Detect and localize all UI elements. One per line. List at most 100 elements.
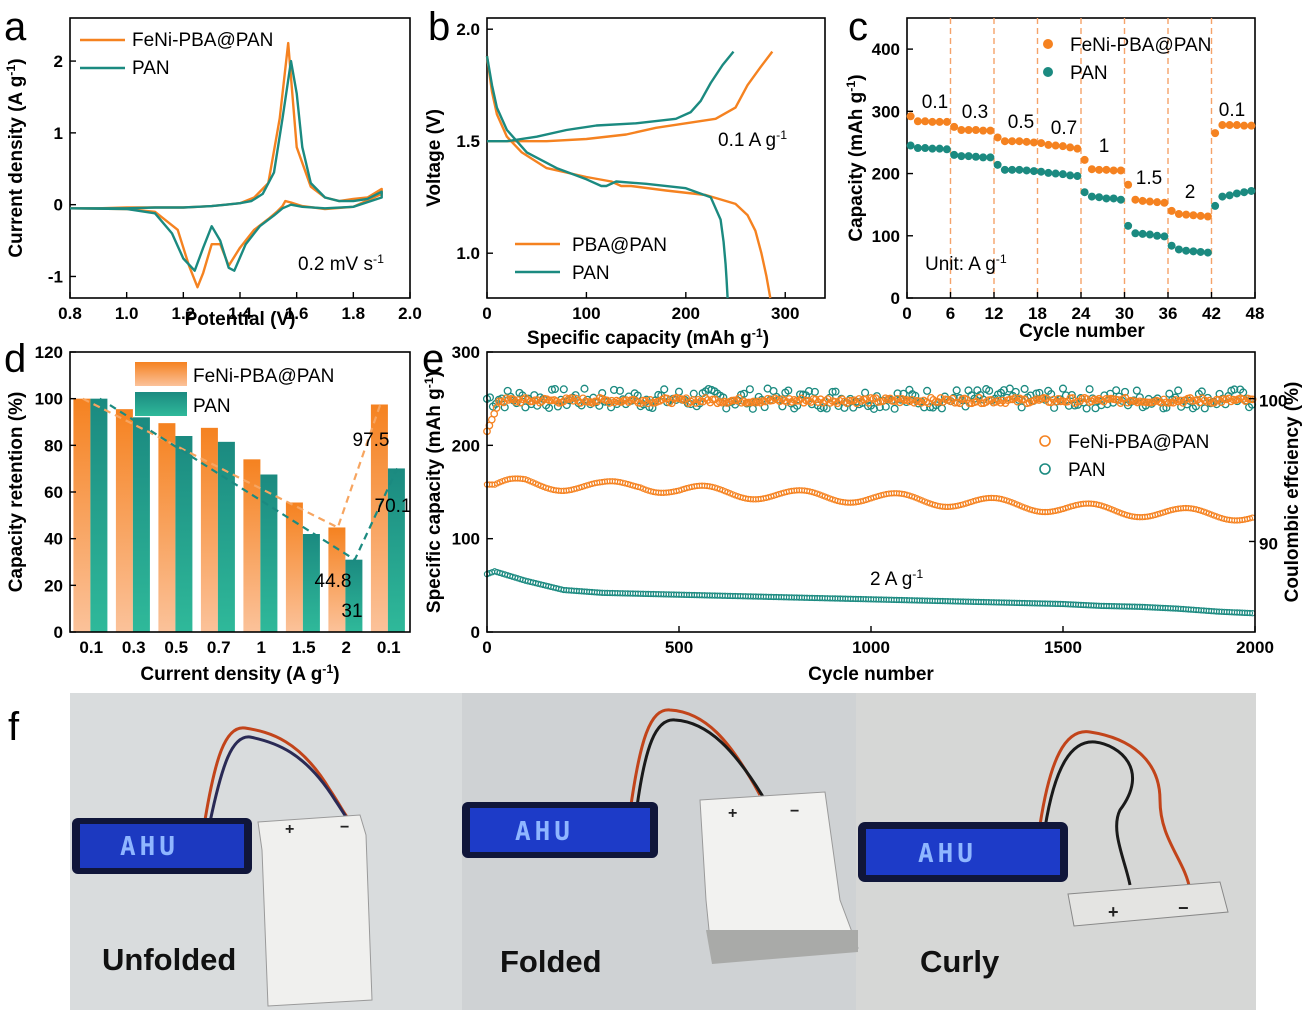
chart-e-point-fenipba-ce-122 [775,397,784,406]
chart-e-point-fenipba-ce-243 [1066,394,1075,403]
chart-e-ytick-label-2: 200 [452,436,480,455]
chart-e-point-fenipba-ce-197 [955,399,964,408]
battery-plus-1: + [285,821,294,838]
chart-e-point-pan-ce-89 [745,385,754,394]
chart-d-bar-pan-0 [90,398,108,632]
wire-dark-2 [634,718,767,815]
chart-e-point-pan-ce-203 [1082,404,1091,413]
chart-d-bar-fenipba-2 [158,423,176,632]
chart-e-point-fenipba-ce-18 [526,397,535,406]
chart-a-xtick-label-1: 1.0 [115,304,139,323]
chart-b-ylabel: Voltage (V) [424,109,445,207]
chart-e-point-pan-ce-26 [559,385,568,394]
chart-e-point-pan-ce-159 [952,386,961,395]
chart-e-ytick-label-3: 300 [452,343,480,362]
led-screen-3 [866,829,1060,875]
chart-e-point-fenipba-ce-5 [495,397,503,406]
chart-c-point-fenipba-15 [1015,137,1024,146]
chart-e-point-fenipba-ce-11 [509,395,518,404]
chart-d-label-pan-last: 70.1 [375,496,412,517]
chart-c-point-fenipba-0 [906,112,915,121]
chart-d-ytick-label-0: 0 [54,623,63,642]
chart-c-point-pan-33 [1145,230,1154,239]
chart-e-point-pan-ce-51 [633,391,642,400]
chart-e-point-pan-ce-181 [1017,403,1026,412]
battery-minus-3: − [1178,898,1189,918]
battery-plus-3: + [1108,902,1119,922]
chart-c-xtick-label-3: 18 [1028,304,1047,323]
chart-c-rate-label-1: 0.3 [962,102,988,123]
chart-b-curve-0 [485,55,772,299]
chart-c-xtick-label-5: 30 [1115,304,1134,323]
chart-e-xtick-label-3: 1500 [1044,638,1082,657]
chart-c-point-fenipba-4 [935,117,944,126]
chart-c-point-fenipba-43 [1218,121,1227,130]
chart-c-point-pan-8 [964,152,973,161]
chart-c-point-pan-4 [935,144,944,153]
photo-strip: AHU + − Unfolded AHU + − Folded AHU + − … [70,693,1256,1010]
chart-b-curve-1 [487,50,774,143]
chart-c-point-fenipba-47 [1247,121,1256,130]
chart-c-point-pan-22 [1066,171,1075,180]
chart-e-point-fenipba-ce-187 [931,398,940,406]
chart-e-point-fenipba-ce-206 [977,399,986,408]
chart-e-point-pan-ce-133 [875,403,884,412]
chart-e-point-pan-ce-234 [1174,386,1183,395]
chart-e-xtick-label-1: 500 [665,638,693,657]
chart-c-point-pan-43 [1218,192,1227,201]
chart-b-xtick-label-3: 300 [771,304,799,323]
chart-c-point-fenipba-19 [1044,140,1053,149]
chart-c-point-fenipba-33 [1145,197,1154,206]
chart-b-curve-3 [487,50,735,143]
chart-a-xtick-label-5: 1.8 [342,304,366,323]
chart-c-ylabel: Capacity (mAh g-1) [844,74,867,241]
chart-c-point-fenipba-2 [921,117,930,126]
chart-d-bar-fenipba-6 [328,527,346,632]
chart-d-legend-swatch-fenipba [135,362,187,386]
chart-c-point-pan-25 [1087,192,1096,201]
chart-e-point-fenipba-ce-36 [569,396,578,405]
chart-c-point-fenipba-18 [1037,139,1046,148]
chart-e-point-fenipba-ce-218 [1006,395,1015,404]
chart-c-point-pan-26 [1095,193,1104,202]
chart-c-legend-fenipba: FeNi-PBA@PAN [1070,35,1211,56]
chart-a-xtick-label-4: 1.6 [285,304,309,323]
battery-minus-2: − [790,803,799,820]
chart-c-point-pan-20 [1051,169,1060,178]
chart-e-y2tick-label-100: 100 [1259,392,1287,411]
chart-d-xtick-label-1: 0.3 [122,638,146,657]
chart-d-bar-fenipba-5 [285,502,303,632]
chart-e-point-pan-cap-298 [1246,609,1254,617]
chart-e-point-fenipba-ce-51 [605,399,614,407]
chart-e-point-pan-ce-102 [784,386,793,395]
chart-e-point-fenipba-ce-37 [571,394,580,403]
chart-c-point-pan-41 [1203,248,1212,257]
wire-dark-3 [1043,740,1134,886]
chart-c-xtick-label-1: 6 [946,304,955,323]
chart-c-point-fenipba-17 [1029,138,1038,147]
chart-c-point-fenipba-28 [1109,166,1118,175]
chart-c-point-fenipba-23 [1073,144,1082,153]
chart-e-xlabel: Cycle number [808,664,934,685]
panel-letter-f: f [8,705,20,749]
chart-d-xtick-label-6: 2 [342,638,351,657]
chart-e-point-pan-ce-220 [1132,386,1141,395]
chart-c-point-pan-46 [1240,188,1249,197]
panel-letter-a: a [4,5,27,49]
chart-c-point-fenipba-5 [942,117,951,126]
chart-c-rate-label-7: 0.1 [1219,100,1245,121]
chart-c-point-pan-35 [1160,232,1169,241]
chart-c-point-fenipba-46 [1240,121,1249,130]
chart-e-point-fenipba-ce-301 [1205,396,1214,405]
chart-d-ytick-label-1: 20 [44,576,63,595]
battery-curly [1067,881,1229,927]
chart-c-point-pan-32 [1138,229,1147,238]
chart-c-point-pan-44 [1225,191,1234,200]
chart-c-point-fenipba-26 [1095,165,1104,174]
chart-c-point-pan-5 [942,145,951,154]
chart-e-point-fenipba-ce-162 [871,394,880,402]
chart-b-ytick-label-1: 1.5 [456,132,480,151]
chart-c-point-fenipba-21 [1058,142,1067,151]
chart-a-ytick-label-3: 2 [54,52,63,71]
chart-b-annotation: 0.1 A g-1 [718,128,787,151]
